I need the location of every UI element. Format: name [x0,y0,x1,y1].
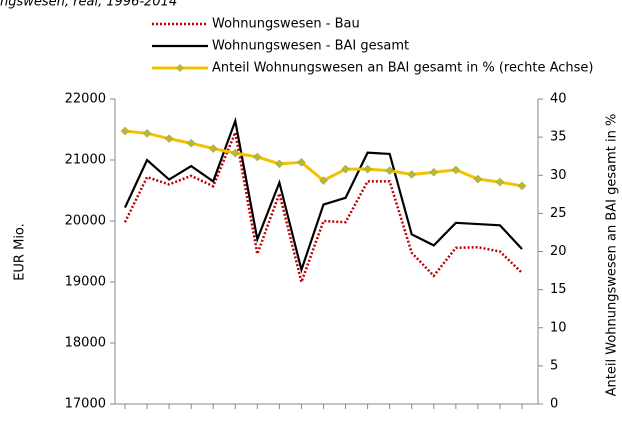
marker [473,174,483,184]
y-tick-label: 21000 [65,153,106,168]
marker [142,128,152,138]
marker [275,159,284,169]
marker [341,164,350,174]
y-tick-label: 20000 [65,214,106,229]
marker [208,144,218,153]
y2-axis-label: Anteil Wohnungswesen an BAI gesamt in % [605,114,620,397]
legend-marker [176,64,184,72]
marker [495,177,505,187]
y-tick-label: 18000 [65,336,106,351]
marker [230,148,240,158]
y2-tick-label: 0 [550,397,558,412]
legend-label: Wohnungswesen - Bau [212,17,360,32]
y2-tick-label: 40 [550,92,567,107]
y2-tick-label: 20 [550,244,567,259]
marker [385,166,395,176]
marker [164,134,174,144]
y-tick-label: 22000 [65,92,106,107]
series-line [123,128,523,287]
marker [120,126,130,136]
y2-tick-label: 5 [550,358,558,373]
marker [297,157,306,167]
marker [451,165,461,175]
marker [252,152,262,162]
marker [407,170,417,179]
marker [319,176,328,185]
y2-tick-label: 25 [550,206,567,221]
marker [186,138,196,148]
y2-tick-label: 35 [550,130,567,145]
y2-tick-label: 10 [550,320,567,335]
series-line [124,116,523,274]
marker [517,181,527,191]
y-tick-label: 17000 [65,397,106,412]
marker [363,164,372,174]
chart-title: ngswesen, real, 1996-2014 [0,0,177,10]
y2-tick-label: 15 [550,282,567,297]
marker [429,167,439,177]
y2-tick-label: 30 [550,168,567,183]
legend-label: Wohnungswesen - BAI gesamt [212,39,409,54]
legend-label: Anteil Wohnungswesen an BAI gesamt in % … [212,61,594,76]
y-axis-label: EUR Mio. [13,223,28,281]
y-tick-label: 19000 [65,275,106,290]
